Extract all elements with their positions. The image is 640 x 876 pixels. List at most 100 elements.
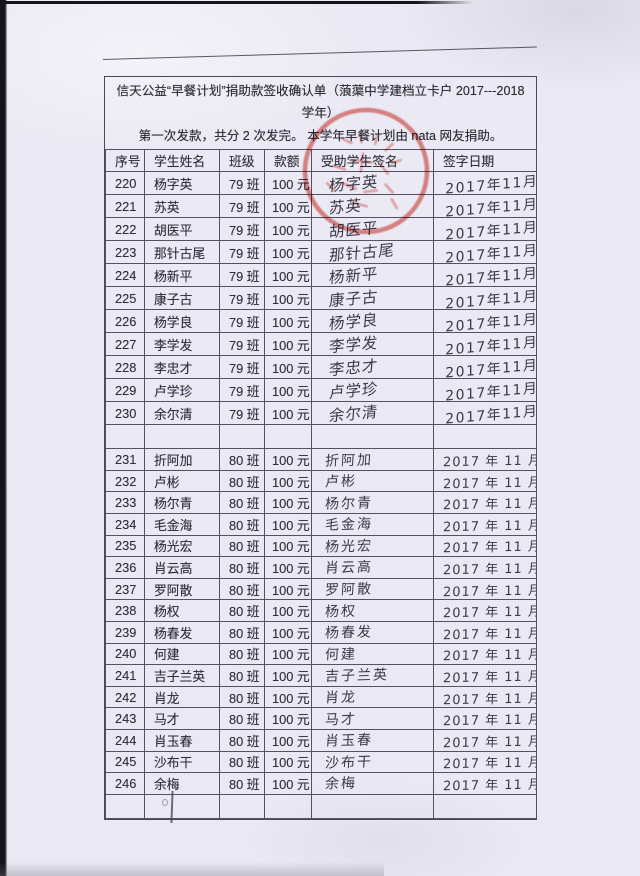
cell-signature: 余梅 bbox=[311, 772, 434, 795]
header-class: 班级 bbox=[219, 149, 265, 173]
cell-student-name bbox=[144, 424, 220, 450]
cell-serial-number: 244 bbox=[105, 728, 145, 752]
cell-signature: 胡医平 bbox=[311, 217, 434, 242]
cell-class: 79 班 bbox=[219, 355, 265, 380]
cell-student-name bbox=[144, 793, 220, 819]
header-serial-number: 序号 bbox=[105, 149, 145, 173]
cell-amount: 100 元 bbox=[264, 577, 312, 601]
cell-signature: 杨春发 bbox=[311, 620, 434, 644]
cell-student-name: 杨新平 bbox=[144, 263, 220, 288]
table-row bbox=[105, 424, 537, 450]
table-row: 234 毛金海 80 班 100 元 毛金海 2017 年 11 月 14 日 bbox=[105, 513, 537, 536]
cell-serial-number: 241 bbox=[105, 664, 145, 687]
table-row: 220 杨字英 79 班 100 元 杨字英 2017年11月14日 bbox=[105, 171, 537, 196]
cell-sign-date: 2017 年 11 月 14 日 bbox=[433, 556, 537, 579]
cell-sign-date: 2017年11月14日 bbox=[433, 194, 537, 219]
handwritten-date: 2017 年 11 月 14 日 bbox=[442, 604, 537, 622]
handwritten-signature: 余梅 bbox=[324, 775, 358, 793]
table-row: 245 沙布干 80 班 100 元 沙布干 2017 年 11 月 14 日 bbox=[105, 750, 537, 774]
cell-serial-number: 232 bbox=[105, 469, 145, 493]
cell-student-name: 沙布干 bbox=[144, 750, 220, 774]
cell-student-name: 马才 bbox=[144, 707, 220, 730]
handwritten-signature: 折阿加 bbox=[324, 451, 374, 470]
table-body: 220 杨字英 79 班 100 元 杨字英 2017年11月14日 221 苏… bbox=[105, 171, 537, 819]
cell-serial-number: 242 bbox=[105, 685, 145, 709]
table-row: 232 卢彬 80 班 100 元 卢彬 2017 年 11 月 14 日 bbox=[105, 469, 537, 493]
scan-edge-left bbox=[0, 0, 7, 876]
cell-student-name: 卢彬 bbox=[144, 469, 220, 493]
cell-sign-date: 2017 年 11 月 14 日 bbox=[433, 491, 537, 514]
handwritten-date: 2017年11月14日 bbox=[445, 378, 537, 402]
cell-signature: 何建 bbox=[311, 642, 434, 666]
cell-class: 80 班 bbox=[219, 577, 265, 601]
cell-sign-date: 2017年11月14日 bbox=[433, 171, 537, 196]
cell-signature: 马才 bbox=[311, 707, 434, 730]
cell-signature: 那针古尾 bbox=[311, 240, 434, 265]
cell-signature: 杨权 bbox=[311, 599, 434, 622]
cell-signature: 罗阿散 bbox=[311, 577, 434, 601]
cell-student-name: 吉子兰英 bbox=[144, 664, 220, 687]
cell-student-name: 余尔清 bbox=[144, 401, 220, 426]
cell-amount: 100 元 bbox=[264, 469, 312, 493]
handwritten-date: 2017 年 11 月 14 日 bbox=[442, 496, 537, 514]
cell-serial-number: 235 bbox=[105, 534, 145, 558]
cell-amount bbox=[264, 424, 312, 450]
table-row: 239 杨春发 80 班 100 元 杨春发 2017 年 11 月 14 日 bbox=[105, 620, 537, 644]
handwritten-signature: 肖云高 bbox=[324, 559, 374, 578]
table-row: 236 肖云高 80 班 100 元 肖云高 2017 年 11 月 14 日 bbox=[105, 556, 537, 579]
handwritten-date: 2017 年 11 月 14 日 bbox=[442, 582, 537, 600]
cell-amount: 100 元 bbox=[264, 332, 312, 357]
cell-sign-date: 2017 年 11 月 14 日 bbox=[433, 728, 537, 752]
cell-signature: 杨字英 bbox=[311, 171, 434, 196]
cell-student-name: 杨尔青 bbox=[144, 491, 220, 514]
table-row: 228 李忠才 79 班 100 元 李忠才 2017年11月14日 bbox=[105, 355, 537, 380]
cell-signature: 卢彬 bbox=[311, 469, 434, 493]
cell-sign-date: 2017 年 11 月 14 日 bbox=[433, 772, 537, 795]
table-row: 226 杨学良 79 班 100 元 杨学良 2017年11月14日 bbox=[105, 309, 537, 334]
cell-student-name: 肖龙 bbox=[144, 685, 220, 709]
cell-serial-number: 223 bbox=[105, 240, 145, 265]
cell-student-name: 李忠才 bbox=[144, 355, 220, 380]
table-row: 233 杨尔青 80 班 100 元 杨尔青 2017 年 11 月 14 日 bbox=[105, 491, 537, 514]
handwritten-date: 2017 年 11 月 14 日 bbox=[442, 777, 537, 795]
cell-sign-date: 2017 年 11 月 14 日 bbox=[433, 577, 537, 601]
cell-amount: 100 元 bbox=[264, 642, 312, 666]
cell-serial-number bbox=[105, 793, 145, 819]
cell-class: 79 班 bbox=[219, 217, 265, 242]
cell-class: 80 班 bbox=[219, 534, 265, 558]
table-row: 246 余梅 80 班 100 元 余梅 2017 年 11 月 14 日 bbox=[105, 772, 537, 795]
cell-serial-number: 245 bbox=[105, 750, 145, 774]
cell-student-name: 肖云高 bbox=[144, 556, 220, 579]
handwritten-date: 2017 年 11 月 14 日 bbox=[442, 453, 537, 471]
table-row: 243 马才 80 班 100 元 马才 2017 年 11 月 14 日 bbox=[105, 707, 537, 730]
cell-signature: 卢学珍 bbox=[311, 378, 434, 403]
cell-class: 79 班 bbox=[219, 286, 265, 311]
scan-shadow-bottom bbox=[0, 862, 384, 876]
cell-sign-date: 2017年11月14日 bbox=[433, 355, 537, 380]
cell-signature: 余尔清 bbox=[311, 401, 434, 426]
cell-student-name: 毛金海 bbox=[144, 513, 220, 536]
cell-student-name: 那针古尾 bbox=[144, 240, 220, 265]
table-row: 244 肖玉春 80 班 100 元 肖玉春 2017 年 11 月 14 日 bbox=[105, 728, 537, 752]
cell-student-name: 何建 bbox=[144, 642, 220, 666]
cell-sign-date: 2017年11月14日 bbox=[433, 286, 537, 311]
cell-serial-number: 220 bbox=[105, 171, 145, 196]
cell-serial-number: 230 bbox=[105, 401, 145, 426]
cell-student-name: 李学发 bbox=[144, 332, 220, 357]
handwritten-signature: 吉子兰英 bbox=[324, 667, 390, 686]
cell-signature bbox=[311, 424, 434, 450]
handwritten-signature: 杨字英 bbox=[328, 172, 379, 195]
cell-class bbox=[219, 424, 265, 450]
handwritten-signature: 杨春发 bbox=[324, 624, 374, 642]
cell-amount: 100 元 bbox=[264, 491, 312, 514]
handwritten-signature: 杨光宏 bbox=[324, 538, 374, 556]
handwritten-signature: 那针古尾 bbox=[328, 241, 396, 264]
handwritten-date: 2017 年 11 月 14 日 bbox=[442, 626, 537, 644]
cell-amount: 100 元 bbox=[264, 599, 312, 622]
cell-student-name: 杨学良 bbox=[144, 309, 220, 334]
header-sign-date: 签字日期 bbox=[433, 149, 537, 173]
cell-amount: 100 元 bbox=[264, 171, 312, 196]
cell-class: 80 班 bbox=[219, 513, 265, 536]
table-row: 235 杨光宏 80 班 100 元 杨光宏 2017 年 11 月 14 日 bbox=[105, 534, 537, 558]
cell-signature: 苏英 bbox=[311, 194, 434, 219]
